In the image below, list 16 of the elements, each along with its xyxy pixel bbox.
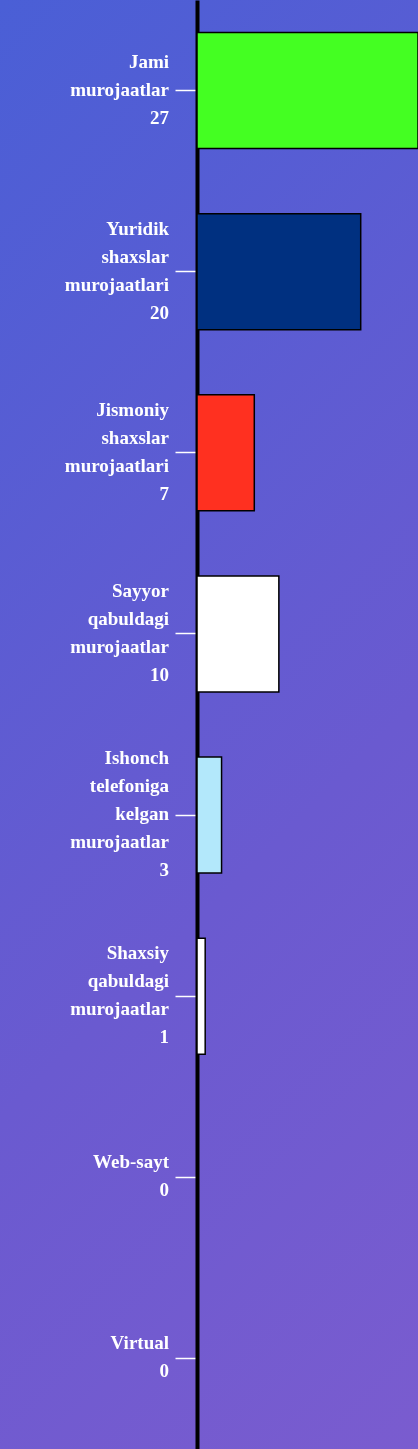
data-label: 0 [159,1179,169,1201]
data-label: 10 [150,663,169,685]
y-tick-label: Shaxsiy qabuldagi murojaatlar [70,942,170,1020]
y-tick-label: Ishonch telefoniga kelgan murojaatlar [70,747,170,853]
data-label: 20 [150,301,169,323]
data-label: 3 [159,859,169,881]
data-label: 27 [150,106,170,128]
y-tick-label: Jami murojaatlar [70,50,170,100]
y-tick-label: Jismoniy shaxslar murojaatlari [64,398,170,476]
y-tick-label: Web-sayt [93,1151,170,1173]
y-tick-label: Yuridik shaxslar murojaatlari [64,217,170,295]
y-tick-label: Sayyor qabuldagi murojaatlar [70,579,170,657]
data-label: 7 [159,482,170,504]
data-label: 0 [159,1360,169,1382]
y-tick-label: Virtual [110,1332,169,1354]
data-label: 1 [159,1026,169,1048]
